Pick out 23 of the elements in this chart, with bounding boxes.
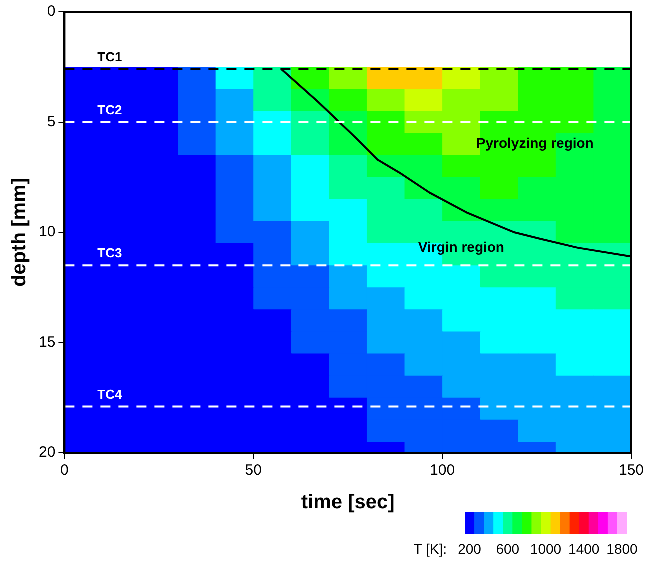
ref-line-label: TC3 bbox=[98, 246, 122, 261]
y-tick-label: 15 bbox=[38, 334, 56, 351]
color-bar-label: 1400 bbox=[568, 540, 600, 557]
x-tick-label: 50 bbox=[245, 462, 262, 480]
color-bar-label: 600 bbox=[496, 540, 520, 557]
ref-line-label: TC1 bbox=[98, 49, 122, 64]
x-tick-label: 100 bbox=[430, 462, 456, 480]
y-tick-label: 5 bbox=[47, 113, 56, 130]
ref-line-label: TC4 bbox=[98, 386, 124, 402]
x-tick-label: 0 bbox=[60, 462, 69, 480]
y-tick-label: 0 bbox=[47, 3, 56, 20]
color-bar-label: 200 bbox=[458, 540, 482, 557]
ref-line-label: TC2 bbox=[98, 102, 122, 118]
y-tick-label: 20 bbox=[38, 444, 56, 462]
y-tick-label: 10 bbox=[38, 224, 56, 241]
color-bar-label: 1800 bbox=[606, 540, 638, 557]
annotation: Pyrolyzing region bbox=[476, 135, 594, 152]
x-axis-title: time [sec] bbox=[301, 492, 395, 514]
color-bar-title: T [K]: bbox=[414, 540, 447, 557]
x-tick-label: 150 bbox=[618, 462, 644, 480]
y-axis-title: depth [mm] bbox=[8, 178, 31, 287]
annotation: Virgin region bbox=[418, 238, 504, 255]
color-bar-label: 1000 bbox=[530, 540, 562, 557]
